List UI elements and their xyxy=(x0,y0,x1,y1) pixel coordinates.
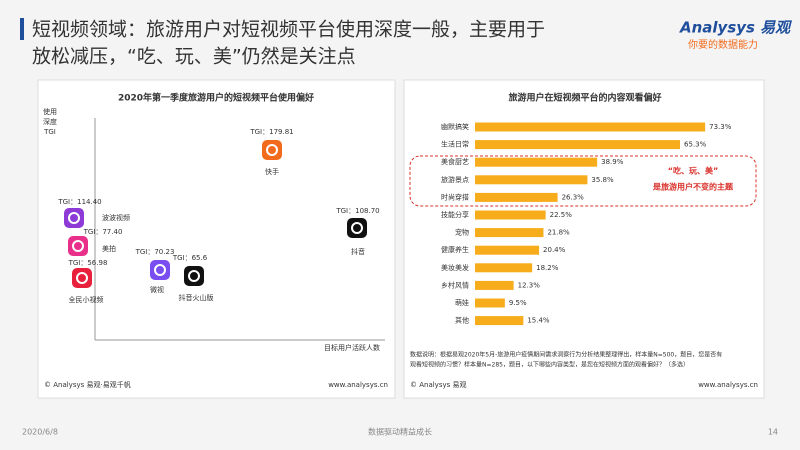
annotation: “吃、玩、美” xyxy=(668,166,719,176)
site: www.analysys.cn xyxy=(328,381,388,389)
bar xyxy=(475,140,681,150)
app-name: 波波视频 xyxy=(102,213,130,222)
app-glyph xyxy=(154,264,166,276)
annotation: 是旅游用户不变的主题 xyxy=(652,182,734,192)
highlight-box xyxy=(409,155,757,207)
slogan: 你要的数据能力 xyxy=(688,38,758,51)
title-line: 放松减压，“吃、玩、美”仍然是关注点 xyxy=(32,46,356,68)
app-name: 快手 xyxy=(265,167,279,176)
left-panel xyxy=(37,79,396,399)
app-icon xyxy=(347,218,367,238)
app-icon xyxy=(72,268,92,288)
y-label: TGI xyxy=(43,128,56,136)
title-line: 短视频领域：旅游用户对短视频平台使用深度一般，主要用于 xyxy=(32,19,545,41)
category-label: 健康养生 xyxy=(441,245,469,254)
category-label: 旅游景点 xyxy=(441,175,469,184)
app-glyph xyxy=(266,144,278,156)
bar xyxy=(475,298,505,308)
bar xyxy=(475,175,588,185)
tgi-label: TGI：65.6 xyxy=(172,254,208,262)
category-label: 美食厨艺 xyxy=(441,157,469,166)
source: © Analysys 易观 xyxy=(410,381,467,389)
value-label: 12.3% xyxy=(518,281,541,289)
right-title: 旅游用户在短视频平台的内容观看偏好 xyxy=(508,92,661,104)
page-number: 14 xyxy=(768,428,778,437)
app-glyph xyxy=(68,212,80,224)
tgi-label: TGI：114.40 xyxy=(57,198,101,206)
app-icon xyxy=(184,266,204,286)
value-label: 20.4% xyxy=(543,246,566,254)
note: 数据说明：根据易观2020年5月-旅游用户疫情期间需求洞察行为分析结果整理得出，… xyxy=(410,351,722,359)
category-label: 美妆美发 xyxy=(441,263,469,272)
bar xyxy=(475,280,514,290)
category-label: 技能分享 xyxy=(441,210,469,219)
tgi-label: TGI：179.81 xyxy=(249,128,293,136)
app-name: 微视 xyxy=(150,285,164,294)
category-label: 时尚穿搭 xyxy=(441,192,469,201)
y-label: 使用 xyxy=(43,107,57,116)
category-label: 宠物 xyxy=(455,228,469,237)
bar xyxy=(475,316,524,326)
app-name: 全民小视频 xyxy=(69,295,104,304)
bar xyxy=(475,263,533,273)
app-icon xyxy=(262,140,282,160)
app-glyph xyxy=(72,240,84,252)
bar xyxy=(475,210,546,220)
bar xyxy=(475,157,598,167)
category-label: 幽默搞笑 xyxy=(441,122,469,131)
app-icon xyxy=(150,260,170,280)
value-label: 9.5% xyxy=(509,299,527,307)
source: © Analysys 易观·易观千帆 xyxy=(44,380,131,389)
tgi-label: TGI：70.23 xyxy=(135,248,175,256)
app-name: 抖音 xyxy=(351,247,365,256)
bar xyxy=(475,122,706,132)
app-name: 美拍 xyxy=(102,244,116,253)
value-label: 38.9% xyxy=(601,158,624,166)
value-label: 15.4% xyxy=(527,317,550,325)
app-glyph xyxy=(76,272,88,284)
category-label: 乡村风情 xyxy=(441,280,469,289)
value-label: 73.3% xyxy=(709,123,732,131)
value-label: 21.8% xyxy=(547,229,570,237)
category-label: 其他 xyxy=(455,316,469,325)
tgi-label: TGI：108.70 xyxy=(335,207,379,215)
category-label: 生活日常 xyxy=(441,140,469,149)
tgi-label: TGI：56.98 xyxy=(68,259,108,267)
left-title: 2020年第一季度旅游用户的短视频平台使用偏好 xyxy=(118,92,314,104)
tgi-label: TGI：77.40 xyxy=(83,228,123,236)
value-label: 65.3% xyxy=(684,141,707,149)
app-icon xyxy=(68,236,88,256)
logo: Analysys 易观 xyxy=(679,19,792,37)
site: www.analysys.cn xyxy=(698,381,758,389)
note: 观看短视频的习惯？样本量N=285，题目，以下哪些内容类型，是您在短视频方面的观… xyxy=(410,361,689,369)
value-label: 18.2% xyxy=(536,264,559,272)
app-name: 抖音火山版 xyxy=(179,293,214,302)
value-label: 35.8% xyxy=(591,176,614,184)
value-label: 22.5% xyxy=(550,211,573,219)
bar xyxy=(475,228,544,238)
app-icon xyxy=(64,208,84,228)
bar xyxy=(475,192,558,202)
accent-bar xyxy=(20,18,24,40)
app-glyph xyxy=(188,270,200,282)
footer-slogan: 数据驱动精益成长 xyxy=(368,427,432,437)
x-label: 目标用户活跃人数 xyxy=(324,343,380,352)
app-glyph xyxy=(351,222,363,234)
footer-date: 2020/6/8 xyxy=(22,428,58,437)
value-label: 26.3% xyxy=(562,193,585,201)
bar xyxy=(475,245,540,255)
y-label: 深度 xyxy=(43,117,57,126)
bars: 幽默搞笑 73.3% 生活日常 65.3% 美食厨艺 38.9% 旅游景点 35.8% 时尚穿搭… xyxy=(441,122,732,326)
right-panel xyxy=(403,79,765,399)
category-label: 萌娃 xyxy=(455,298,469,307)
